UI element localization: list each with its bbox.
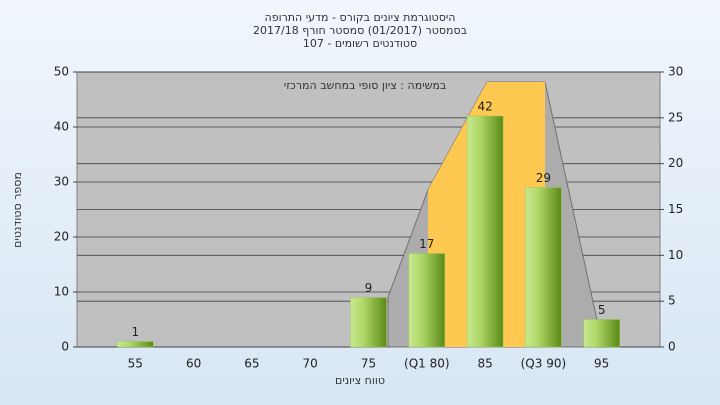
bar-value-label: 29	[536, 171, 551, 185]
bar-value-label: 42	[477, 100, 492, 114]
x-tick-label: (Q1 80)	[404, 357, 450, 371]
title: סטודנטים רשומים - 107	[303, 37, 417, 50]
x-tick-label: (Q3 90)	[521, 357, 567, 371]
y-tick-label: 40	[54, 120, 69, 134]
bar-value-label: 5	[598, 303, 606, 317]
bar	[408, 253, 446, 348]
y2-tick-label: 5	[668, 294, 676, 308]
x-axis-label: טווח ציונים	[335, 374, 385, 387]
y2-tick-label: 15	[668, 202, 683, 216]
x-tick-label: 95	[594, 357, 609, 371]
title: היסטוגרמת ציונים בקורס - מדעי התרופה	[265, 11, 456, 24]
bar-value-label: 1	[131, 325, 139, 339]
x-tick-label: 55	[128, 357, 143, 371]
title: בסמסטר (01/2017) סמסטר חורף 2017/18	[253, 24, 467, 37]
x-tick-label: 70	[303, 357, 318, 371]
y-tick-label: 50	[54, 65, 69, 79]
bar-value-label: 9	[365, 281, 373, 295]
x-tick-label: 65	[244, 357, 259, 371]
y-tick-label: 10	[54, 285, 69, 299]
bar-value-label: 17	[419, 237, 434, 251]
y-tick-label: 20	[54, 230, 69, 244]
bar	[583, 319, 620, 348]
y-tick-label: 30	[54, 175, 69, 189]
y2-tick-label: 0	[668, 340, 676, 354]
y-axis-label: מספר סטודנטים	[11, 172, 24, 248]
y-tick-label: 0	[61, 340, 69, 354]
annotation: במשימה : ציון סופי במחשב המרכזי	[284, 79, 447, 92]
y2-tick-label: 25	[668, 110, 683, 124]
y2-tick-label: 10	[668, 248, 683, 262]
bar	[117, 341, 154, 348]
x-tick-label: 60	[186, 357, 201, 371]
x-tick-label: 75	[361, 357, 376, 371]
bar	[525, 187, 562, 348]
y2-tick-label: 20	[668, 156, 683, 170]
bar	[350, 297, 387, 348]
bar	[466, 115, 504, 348]
x-tick-label: 85	[477, 357, 492, 371]
y2-tick-label: 30	[668, 65, 683, 79]
